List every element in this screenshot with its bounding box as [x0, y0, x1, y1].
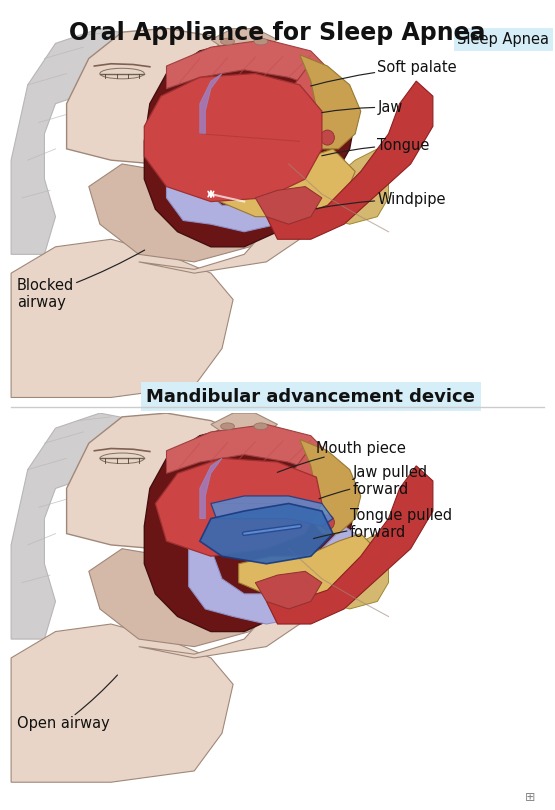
- Text: Soft palate: Soft palate: [311, 61, 457, 86]
- Ellipse shape: [100, 68, 144, 79]
- Ellipse shape: [268, 120, 287, 140]
- Polygon shape: [200, 504, 333, 564]
- Ellipse shape: [254, 423, 268, 429]
- Polygon shape: [322, 534, 388, 609]
- Polygon shape: [200, 74, 222, 134]
- Polygon shape: [189, 518, 355, 624]
- Text: Jaw: Jaw: [322, 100, 403, 115]
- Polygon shape: [144, 424, 355, 632]
- Text: Tongue: Tongue: [322, 138, 430, 156]
- Text: Mouth piece: Mouth piece: [278, 441, 406, 472]
- Polygon shape: [89, 142, 289, 262]
- Ellipse shape: [220, 423, 234, 429]
- Polygon shape: [322, 149, 388, 224]
- Text: ⊞: ⊞: [525, 791, 536, 804]
- Polygon shape: [266, 81, 433, 239]
- Polygon shape: [300, 55, 361, 149]
- Polygon shape: [155, 458, 322, 556]
- Polygon shape: [11, 413, 178, 639]
- Polygon shape: [166, 126, 322, 232]
- Text: Windpipe: Windpipe: [316, 192, 446, 209]
- Ellipse shape: [321, 515, 334, 530]
- Ellipse shape: [321, 130, 334, 145]
- Text: Blocked
airway: Blocked airway: [17, 250, 145, 310]
- Polygon shape: [11, 28, 178, 254]
- Polygon shape: [211, 413, 278, 436]
- Polygon shape: [239, 534, 383, 601]
- Polygon shape: [211, 496, 333, 526]
- Polygon shape: [166, 40, 333, 88]
- Polygon shape: [294, 62, 355, 134]
- Polygon shape: [266, 466, 433, 624]
- Polygon shape: [67, 413, 278, 548]
- Text: Mandibular advancement device: Mandibular advancement device: [147, 387, 475, 406]
- Text: Jaw pulled
forward: Jaw pulled forward: [319, 465, 427, 499]
- Polygon shape: [144, 40, 355, 247]
- Polygon shape: [166, 424, 333, 473]
- Polygon shape: [139, 534, 344, 658]
- Text: Oral Appliance for Sleep Apnea: Oral Appliance for Sleep Apnea: [69, 21, 486, 45]
- Polygon shape: [294, 447, 355, 518]
- Polygon shape: [139, 149, 344, 273]
- Ellipse shape: [268, 505, 287, 525]
- Polygon shape: [255, 186, 322, 224]
- Polygon shape: [300, 440, 361, 534]
- Ellipse shape: [254, 38, 268, 45]
- Polygon shape: [211, 149, 355, 216]
- Text: Tongue pulled
forward: Tongue pulled forward: [314, 508, 452, 540]
- Polygon shape: [11, 624, 233, 782]
- Polygon shape: [11, 239, 233, 398]
- Polygon shape: [144, 74, 322, 202]
- Polygon shape: [200, 458, 222, 518]
- Polygon shape: [67, 28, 278, 164]
- Text: Open airway: Open airway: [17, 675, 118, 731]
- Polygon shape: [255, 571, 322, 609]
- Text: Sleep Apnea: Sleep Apnea: [457, 32, 549, 47]
- Ellipse shape: [100, 453, 144, 463]
- Ellipse shape: [220, 38, 234, 45]
- Polygon shape: [211, 28, 278, 51]
- Polygon shape: [89, 526, 289, 646]
